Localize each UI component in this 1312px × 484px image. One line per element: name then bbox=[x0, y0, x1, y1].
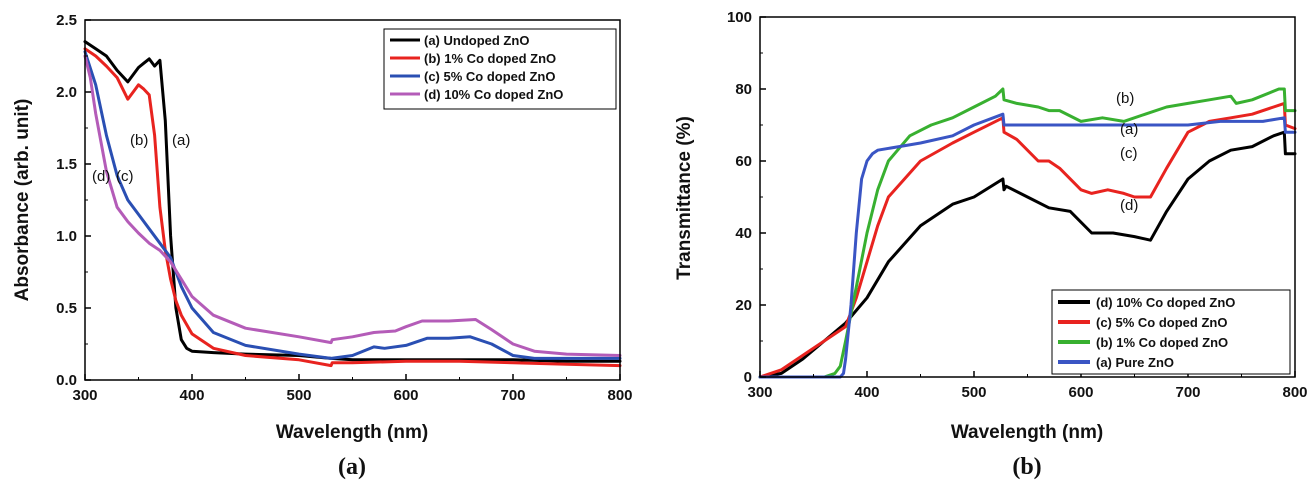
legend-entry: (a) Pure ZnO bbox=[1058, 355, 1174, 370]
x-tick-label: 300 bbox=[747, 384, 772, 401]
series-line-1 bbox=[758, 130, 1297, 379]
curve-annotation-b: (b) bbox=[130, 132, 148, 149]
legend-label: (b) 1% Co doped ZnO bbox=[1096, 335, 1228, 350]
legend-entry: (c) 5% Co doped ZnO bbox=[1058, 315, 1227, 330]
x-tick-label: 500 bbox=[961, 384, 986, 401]
series-line-1 bbox=[83, 40, 622, 363]
x-axis-title-a: Wavelength (nm) bbox=[276, 422, 428, 443]
curve-annotation-a-blue: (a) bbox=[1120, 121, 1138, 138]
legend-entry: (a) Undoped ZnO bbox=[390, 33, 529, 48]
y-tick-label: 20 bbox=[735, 297, 752, 314]
x-tick-label: 800 bbox=[1282, 384, 1307, 401]
legend-label: (d) 10% Co doped ZnO bbox=[1096, 295, 1235, 310]
legend-entry: (c) 5% Co doped ZnO bbox=[390, 69, 555, 84]
series-line-2 bbox=[758, 101, 1297, 379]
y-tick-label: 0.0 bbox=[56, 372, 77, 389]
legend-b: (d) 10% Co doped ZnO (c) 5% Co doped ZnO… bbox=[1051, 289, 1291, 375]
y-tick-label: 100 bbox=[727, 9, 752, 26]
curve-annotation-c: (c) bbox=[116, 168, 134, 185]
panel-label-a: (a) bbox=[338, 454, 366, 480]
x-tick-label: 400 bbox=[854, 384, 879, 401]
series-line-4 bbox=[758, 112, 1297, 379]
x-tick-label: 700 bbox=[500, 387, 525, 404]
y-axis-title-a: Absorbance (arb. unit) bbox=[12, 99, 33, 302]
x-tick-label: 500 bbox=[286, 387, 311, 404]
legend-label: (d) 10% Co doped ZnO bbox=[424, 87, 563, 102]
legend-label: (c) 5% Co doped ZnO bbox=[424, 69, 555, 84]
y-tick-label: 2.5 bbox=[56, 12, 77, 29]
legend-box-a bbox=[383, 28, 617, 110]
chart-panel-a: 300 400 500 600 700 800 0.0 0.5 1.0 1.5 2.0 2.5 Wav… bbox=[12, 12, 633, 480]
ticks-layer-a: 300 400 500 600 700 800 0.0 0.5 1.0 1.5 2.0 2.5 bbox=[56, 12, 632, 404]
series-line-3 bbox=[758, 87, 1297, 379]
y-axis-title-b: Transmittance (%) bbox=[674, 116, 695, 280]
x-tick-label: 700 bbox=[1175, 384, 1200, 401]
series-line-3 bbox=[83, 50, 622, 360]
y-tick-label: 80 bbox=[735, 81, 752, 98]
curve-annotation-a: (a) bbox=[172, 132, 190, 149]
legend-entry: (d) 10% Co doped ZnO bbox=[1058, 295, 1235, 310]
curve-annotation-c-red: (c) bbox=[1120, 145, 1138, 162]
series-layer-a bbox=[83, 40, 622, 368]
legend-label: (b) 1% Co doped ZnO bbox=[424, 51, 556, 66]
y-tick-label: 2.0 bbox=[56, 84, 77, 101]
curve-annotation-b-green: (b) bbox=[1116, 90, 1134, 107]
legend-entry: (b) 1% Co doped ZnO bbox=[1058, 335, 1228, 350]
x-tick-label: 600 bbox=[393, 387, 418, 404]
y-tick-label: 0 bbox=[744, 369, 752, 386]
series-line-2 bbox=[83, 47, 622, 368]
y-tick-label: 60 bbox=[735, 153, 752, 170]
x-axis-title-b: Wavelength (nm) bbox=[951, 422, 1103, 443]
y-tick-label: 40 bbox=[735, 225, 752, 242]
legend-box-b bbox=[1051, 289, 1291, 375]
legend-entry: (d) 10% Co doped ZnO bbox=[390, 87, 563, 102]
series-layer-b bbox=[758, 87, 1297, 379]
y-tick-label: 1.5 bbox=[56, 156, 77, 173]
curve-annotation-d: (d) bbox=[92, 168, 110, 185]
series-line-4 bbox=[83, 54, 622, 357]
y-tick-label: 1.0 bbox=[56, 228, 77, 245]
x-tick-label: 800 bbox=[607, 387, 632, 404]
x-tick-label: 400 bbox=[179, 387, 204, 404]
panel-label-b: (b) bbox=[1012, 454, 1041, 480]
legend-entry: (b) 1% Co doped ZnO bbox=[390, 51, 556, 66]
legend-label: (a) Pure ZnO bbox=[1096, 355, 1174, 370]
x-tick-label: 300 bbox=[72, 387, 97, 404]
x-tick-label: 600 bbox=[1068, 384, 1093, 401]
legend-label: (c) 5% Co doped ZnO bbox=[1096, 315, 1227, 330]
legend-a: (a) Undoped ZnO (b) 1% Co doped ZnO (c) … bbox=[383, 28, 617, 110]
legend-label: (a) Undoped ZnO bbox=[424, 33, 529, 48]
chart-panel-b: 300 400 500 600 700 800 0 20 40 60 80 100 Wavelengt… bbox=[674, 9, 1308, 480]
ticks-layer-b: 300 400 500 600 700 800 0 20 40 60 80 100 bbox=[727, 9, 1308, 401]
curve-annotation-d-black: (d) bbox=[1120, 197, 1138, 214]
y-tick-label: 0.5 bbox=[56, 300, 77, 317]
